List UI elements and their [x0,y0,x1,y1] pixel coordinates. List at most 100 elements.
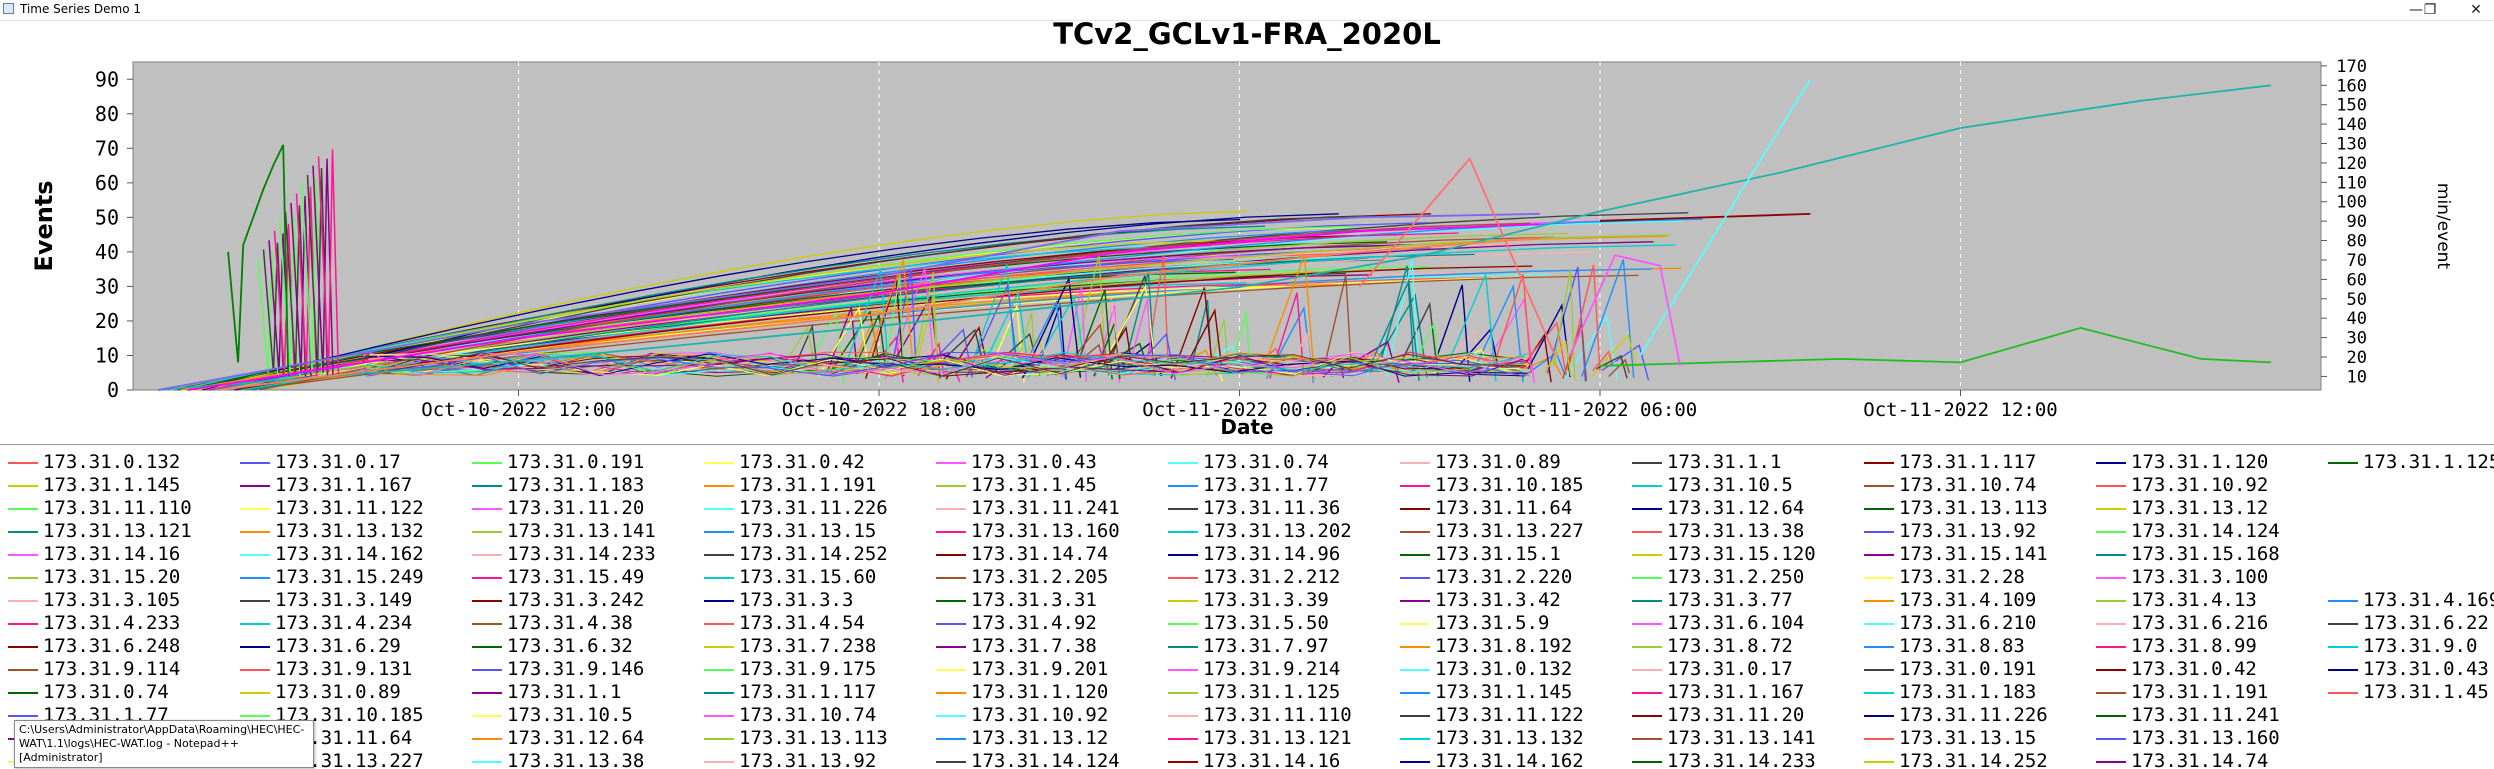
legend-label: 173.31.1.45 [2363,681,2489,703]
legend-swatch [2328,622,2358,625]
legend-item: 173.31.2.28 [1864,566,2025,588]
legend-item: 173.31.14.124 [2096,520,2280,542]
window-title: Time Series Demo 1 [20,2,142,16]
legend-item: 173.31.9.131 [240,658,412,680]
legend-item: 173.31.6.29 [240,635,401,657]
legend-swatch [1864,461,1894,464]
legend-swatch [1400,553,1430,556]
background-series-line [258,222,1531,391]
legend-label: 173.31.11.241 [2131,704,2280,726]
legend-item: 173.31.9.114 [8,658,180,680]
close-button[interactable]: ✕ [2470,2,2482,18]
legend-swatch [240,484,270,487]
legend-label: 173.31.10.92 [2131,474,2269,496]
legend-label: 173.31.3.149 [275,589,413,611]
legend-item: 173.31.11.226 [704,497,888,519]
legend-swatch [1864,760,1894,763]
legend-swatch [936,737,966,740]
legend-swatch [2328,668,2358,671]
legend-item: 173.31.0.74 [1168,451,1329,473]
legend-label: 173.31.10.185 [1435,474,1584,496]
legend-swatch [1864,530,1894,533]
legend-item: 173.31.4.13 [2096,589,2257,611]
legend-item: 173.31.13.38 [1632,520,1804,542]
legend-label: 173.31.13.113 [739,727,888,749]
legend-item: 173.31.11.226 [1864,704,2048,726]
legend-label: 173.31.3.42 [1435,589,1561,611]
legend-item: 173.31.4.54 [704,612,865,634]
legend-swatch [8,645,38,648]
legend-label: 173.31.11.226 [739,497,888,519]
legend-swatch [1632,599,1662,602]
legend-swatch [1632,461,1662,464]
y2-tick-label: 140 [2336,115,2367,135]
legend-item: 173.31.9.175 [704,658,876,680]
legend-item: 173.31.0.42 [2096,658,2257,680]
legend-swatch [1400,622,1430,625]
legend-swatch [1632,760,1662,763]
y2-tick-label: 160 [2336,76,2367,96]
legend-label: 173.31.12.64 [1667,497,1805,519]
legend-swatch [240,530,270,533]
legend-label: 173.31.11.241 [971,497,1120,519]
y-tick-label: 40 [95,240,119,264]
x-tick-label: Oct-11-2022 06:00 [1503,399,1697,421]
legend-swatch [2096,507,2126,510]
legend-swatch [1400,484,1430,487]
y2-tick-label: 60 [2347,270,2367,290]
legend-swatch [472,484,502,487]
legend-item: 173.31.15.49 [472,566,644,588]
legend-label: 173.31.13.92 [1899,520,2037,542]
legend-swatch [704,760,734,763]
legend-swatch [1400,760,1430,763]
legend-swatch [1864,507,1894,510]
legend-item: 173.31.1.45 [936,474,1097,496]
legend-swatch [704,645,734,648]
legend-swatch [2096,760,2126,763]
legend-label: 173.31.1.145 [1435,681,1573,703]
legend-label: 173.31.14.252 [739,543,888,565]
legend-swatch [2096,599,2126,602]
background-series-line [1263,255,1316,380]
legend-label: 173.31.2.250 [1667,566,1805,588]
background-series-line [1073,296,1122,370]
legend-label: 173.31.4.109 [1899,589,2037,611]
legend-swatch [1632,553,1662,556]
restore-button[interactable]: ❐ [2423,2,2437,18]
background-series-line [1552,270,1576,381]
legend-item: 173.31.0.89 [240,681,401,703]
legend-item: 173.31.10.5 [1632,474,1793,496]
legend-label: 173.31.15.141 [1899,543,2048,565]
legend-item: 173.31.6.248 [8,635,180,657]
legend-label: 173.31.0.89 [275,681,401,703]
legend-label: 173.31.1.125 [2363,451,2494,473]
minimize-button[interactable]: — [2409,2,2423,18]
legend-item: 173.31.13.141 [1632,727,1816,749]
legend-item: 173.31.15.249 [240,566,424,588]
legend-swatch [2096,576,2126,579]
legend-label: 173.31.3.100 [2131,566,2269,588]
y2-tick-label: 30 [2347,329,2367,349]
legend-label: 173.31.13.121 [1203,727,1352,749]
legend-item: 173.31.13.202 [1168,520,1352,542]
background-series-line [1543,339,1572,377]
legend-item: 173.31.6.210 [1864,612,2036,634]
legend-item: 173.31.13.160 [936,520,1120,542]
legend-item: 173.31.8.83 [1864,635,2025,657]
background-series-line [1269,292,1305,379]
legend-swatch [240,714,270,717]
legend-swatch [1632,622,1662,625]
legend-label: 173.31.13.12 [2131,497,2269,519]
legend-item: 173.31.0.17 [240,451,401,473]
legend-item: 173.31.1.183 [1864,681,2036,703]
legend-item: 173.31.13.113 [704,727,888,749]
legend-label: 173.31.0.42 [739,451,865,473]
legend-swatch [2096,668,2126,671]
legend-swatch [8,484,38,487]
legend-label: 173.31.3.39 [1203,589,1329,611]
legend-swatch [2328,461,2358,464]
y2-tick-label: 20 [2347,348,2367,368]
background-series-line [236,213,1339,391]
legend-item: 173.31.2.205 [936,566,1108,588]
legend-swatch [704,737,734,740]
